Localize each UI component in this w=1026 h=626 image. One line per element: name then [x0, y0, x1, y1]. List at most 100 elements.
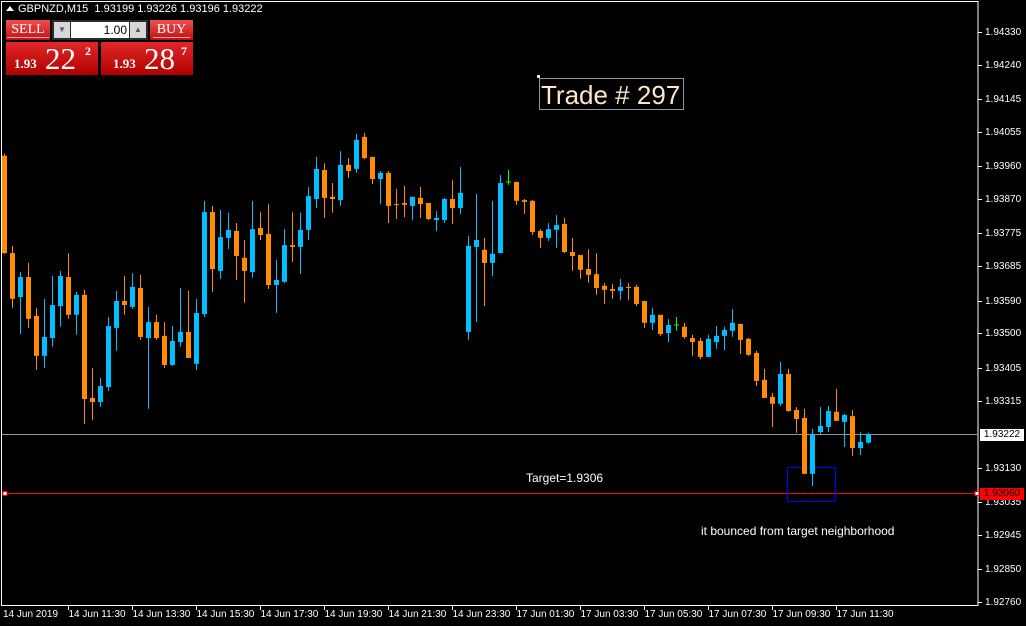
- price-label: 1.94330: [985, 26, 1022, 38]
- line-handle-left: [2, 491, 8, 496]
- candle: [218, 209, 223, 279]
- candle-body: [818, 425, 823, 433]
- sell-price-fraction: 2: [85, 44, 91, 58]
- candle: [458, 167, 463, 214]
- candle-body: [146, 322, 151, 339]
- line-handle-right: [974, 491, 980, 496]
- candle: [474, 193, 479, 323]
- candle-body: [2, 155, 7, 254]
- decrease-volume-icon[interactable]: ▼: [54, 22, 70, 38]
- candle: [410, 196, 415, 221]
- candle: [602, 282, 607, 304]
- candle: [378, 171, 383, 205]
- time-label: 14 Jun 17:30: [260, 609, 319, 620]
- candle: [370, 156, 375, 185]
- sell-button[interactable]: SELL: [6, 20, 50, 40]
- trade-label[interactable]: Trade # 297: [539, 78, 684, 110]
- candle-body: [802, 417, 807, 474]
- candle: [386, 171, 391, 223]
- candle-body: [362, 136, 367, 158]
- candle-body: [162, 335, 167, 365]
- candle: [194, 298, 199, 371]
- candle-body: [578, 254, 583, 270]
- candle: [498, 175, 503, 254]
- sell-price-prefix: 1.93: [14, 56, 37, 71]
- candle: [618, 278, 623, 300]
- candle: [818, 407, 823, 434]
- candle-body: [634, 286, 639, 304]
- candle: [42, 298, 47, 368]
- candle: [674, 317, 679, 331]
- candle-body: [330, 196, 335, 200]
- chart-header: GBPNZD,M15 1.93199 1.93226 1.93196 1.932…: [6, 3, 263, 15]
- candle-body: [50, 305, 55, 339]
- target-label[interactable]: Target=1.9306: [526, 471, 604, 485]
- candle: [746, 338, 751, 356]
- candle: [650, 307, 655, 331]
- candle: [234, 222, 239, 280]
- candle-body: [18, 277, 23, 298]
- candle-body: [378, 172, 383, 180]
- candle: [722, 326, 727, 351]
- candle-body: [122, 301, 127, 306]
- candle: [802, 408, 807, 474]
- candle: [330, 183, 335, 213]
- candle: [418, 187, 423, 218]
- candle-body: [90, 397, 95, 402]
- increase-volume-icon[interactable]: ▲: [130, 22, 146, 38]
- candle: [90, 367, 95, 421]
- candle: [770, 392, 775, 428]
- candle: [698, 338, 703, 360]
- candle: [778, 362, 783, 406]
- candle: [858, 432, 863, 455]
- label-anchor[interactable]: [537, 75, 540, 78]
- volume-stepper[interactable]: ▼ 1.00 ▲: [52, 20, 148, 40]
- candle-body: [586, 269, 591, 275]
- time-label: 14 Jun 15:30: [196, 609, 255, 620]
- collapse-triangle-icon[interactable]: [6, 6, 14, 11]
- candle-body: [698, 340, 703, 357]
- candle: [538, 229, 543, 249]
- candle-body: [402, 203, 407, 205]
- candle-body: [730, 322, 735, 331]
- candle: [714, 326, 719, 349]
- buy-price[interactable]: 1.93 28 7: [101, 41, 193, 76]
- candle: [522, 199, 527, 214]
- price-label: 1.93870: [985, 193, 1022, 205]
- candle: [146, 306, 151, 409]
- candle: [842, 413, 847, 447]
- candle: [490, 200, 495, 276]
- buy-label: BUY: [152, 22, 191, 38]
- sell-price[interactable]: 1.93 22 2: [6, 41, 98, 76]
- candle: [258, 212, 263, 241]
- candle: [58, 270, 63, 327]
- candle-body: [74, 294, 79, 315]
- time-label: 14 Jun 23:30: [452, 609, 511, 620]
- candle: [514, 181, 519, 205]
- candle: [98, 377, 103, 408]
- candle-body: [498, 183, 503, 254]
- price-label: 1.93315: [985, 395, 1022, 407]
- price-label: 1.93590: [985, 295, 1022, 307]
- comment-label[interactable]: it bounced from target neighborhood: [701, 524, 895, 538]
- time-label: 17 Jun 05:30: [644, 609, 703, 620]
- buy-button[interactable]: BUY: [150, 20, 193, 40]
- candle-body: [570, 252, 575, 257]
- candle: [314, 156, 319, 209]
- candle: [762, 368, 767, 398]
- candle-body: [194, 313, 199, 364]
- price-label: 1.94240: [985, 59, 1022, 71]
- candle-body: [770, 396, 775, 404]
- candle-body: [290, 245, 295, 247]
- candle: [466, 236, 471, 340]
- candle-body: [178, 331, 183, 343]
- candle-body: [866, 434, 871, 443]
- volume-input[interactable]: 1.00: [71, 22, 129, 38]
- candle-body: [650, 314, 655, 323]
- bid-price-marker: 1.93222: [980, 428, 1024, 441]
- candle: [338, 151, 343, 206]
- candle-body: [826, 411, 831, 428]
- time-label: 14 Jun 13:30: [132, 609, 191, 620]
- ohlc-readout: 1.93199 1.93226 1.93196 1.93222: [94, 3, 263, 15]
